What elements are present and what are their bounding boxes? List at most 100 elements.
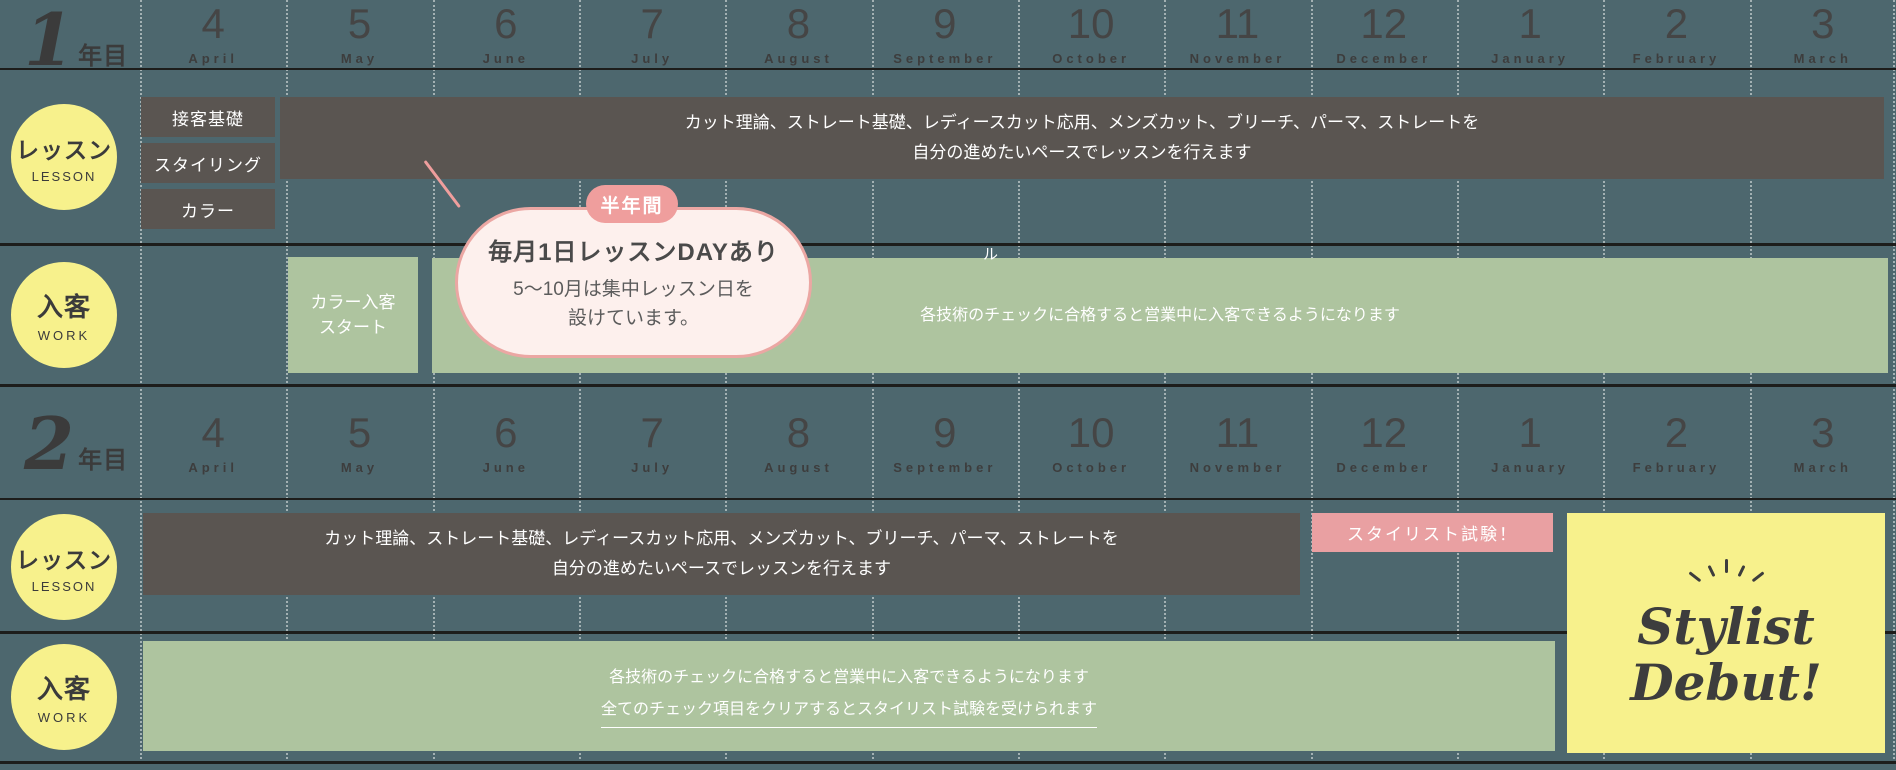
column-grid-line	[1603, 0, 1606, 763]
month-name: February	[1632, 51, 1721, 66]
intro-box-styling: スタイリング	[141, 143, 275, 183]
month-name: January	[1491, 51, 1570, 66]
month-november: 11 November	[1164, 0, 1310, 69]
month-november: 11 November	[1164, 388, 1310, 499]
month-name: March	[1793, 51, 1852, 66]
month-june: 6 June	[433, 0, 579, 69]
month-number: 3	[1811, 409, 1835, 456]
year2-number: 2	[24, 401, 75, 486]
month-october: 10 October	[1018, 388, 1164, 499]
column-grid-line	[1749, 0, 1752, 763]
year2-lesson-circle: レッスン LESSON	[11, 514, 117, 620]
year2-work-bar-line2: 全てのチェック項目をクリアするとスタイリスト試験を受けられます	[600, 696, 1097, 728]
month-number: 3	[1811, 0, 1835, 47]
year1-lesson-bar-line2: 自分の進めたいペースでレッスンを行えます	[912, 143, 1252, 162]
column-grid-line	[1893, 0, 1895, 763]
year2-lesson-bar-line2: 自分の進めたいペースでレッスンを行えます	[551, 559, 892, 578]
month-name: July	[631, 460, 674, 475]
month-number: 12	[1360, 409, 1408, 456]
month-name: May	[340, 51, 379, 66]
month-february: 2 February	[1603, 0, 1749, 69]
intro-box-customer-service: 接客基礎	[141, 97, 275, 137]
month-number: 10	[1067, 409, 1115, 456]
bubble-body-line1: 5〜10月は集中レッスン日を	[513, 278, 754, 300]
lesson-circle-subtitle: LESSON	[31, 168, 97, 184]
month-name: May	[340, 460, 379, 475]
month-name: October	[1052, 460, 1131, 475]
month-may: 5 May	[286, 388, 432, 499]
month-number: 5	[347, 409, 372, 456]
month-number: 6	[494, 0, 518, 47]
month-number: 4	[201, 0, 225, 47]
column-grid-line	[871, 0, 874, 763]
stylist-debut-box: Stylist Debut!	[1567, 513, 1885, 753]
month-july: 7 July	[579, 388, 725, 499]
stylist-exam-box: スタイリスト試験！	[1312, 513, 1553, 552]
column-grid-line	[725, 0, 728, 763]
year2-work-bar: 各技術のチェックに合格すると営業中に入客できるようになります 全てのチェック項目…	[143, 641, 1555, 751]
column-grid-line	[578, 0, 581, 763]
month-name: August	[764, 460, 833, 475]
month-july: 7 July	[579, 0, 725, 69]
month-january: 1 January	[1457, 388, 1603, 499]
month-number: 4	[201, 409, 225, 456]
month-number: 1	[1518, 409, 1542, 456]
bubble-title: 毎月1日レッスンDAYあり	[488, 238, 779, 266]
month-april: 4 April	[140, 0, 286, 69]
month-name: June	[482, 460, 529, 475]
year2-month-header: 4 April 5 May 6 June 7 July 8 August 9 September 10 O…	[140, 388, 1896, 499]
intro-box-color: カラー	[141, 189, 275, 229]
month-number: 8	[786, 0, 811, 47]
month-october: 10 October	[1018, 0, 1164, 69]
year1-suffix: 年目	[78, 42, 129, 70]
separator-line	[0, 498, 1896, 500]
month-name: June	[482, 51, 529, 66]
month-number: 10	[1067, 0, 1115, 47]
month-name: December	[1336, 51, 1432, 66]
half-year-badge: 半年間	[586, 185, 678, 223]
month-number: 11	[1215, 409, 1260, 456]
separator-line	[0, 631, 1896, 634]
year1-lesson-circle: レッスン LESSON	[11, 104, 117, 210]
year1-lesson-bar: カット理論、ストレート基礎、レディースカット応用、メンズカット、ブリーチ、パーマ…	[280, 97, 1884, 179]
month-name: November	[1189, 51, 1286, 66]
month-number: 6	[494, 409, 518, 456]
color-work-start-box: カラー入客 スタート	[288, 257, 418, 373]
month-december: 12 December	[1311, 0, 1457, 69]
separator-line	[0, 384, 1896, 387]
month-name: December	[1336, 460, 1432, 475]
month-name: March	[1793, 460, 1852, 475]
month-name: August	[764, 51, 833, 66]
column-grid-line	[286, 0, 289, 763]
column-grid-line	[432, 0, 435, 763]
month-number: 8	[786, 409, 811, 456]
month-september: 9 September	[872, 0, 1018, 69]
month-number: 5	[347, 0, 372, 47]
month-september: 9 September	[872, 388, 1018, 499]
month-number: 9	[933, 0, 957, 47]
month-number: 1	[1518, 0, 1542, 47]
year1-month-header: 4 April 5 May 6 June 7 July 8 August 9 September 10 O…	[140, 0, 1896, 69]
year1-lesson-bar-line1: カット理論、ストレート基礎、レディースカット応用、メンズカット、ブリーチ、パーマ…	[684, 113, 1480, 133]
month-april: 4 April	[140, 388, 286, 499]
stylist-debut-line1: Stylist	[1637, 597, 1815, 656]
month-january: 1 January	[1457, 0, 1603, 69]
month-number: 2	[1664, 0, 1689, 47]
month-name: April	[188, 460, 238, 475]
month-december: 12 December	[1311, 388, 1457, 499]
month-june: 6 June	[433, 388, 579, 499]
month-name: January	[1491, 460, 1570, 475]
year2-suffix: 年目	[78, 446, 129, 474]
lesson-circle-title: レッスン	[16, 546, 112, 573]
year1-work-circle: 入客 WORK	[11, 262, 117, 368]
work-circle-title: 入客	[36, 674, 91, 704]
stylist-debut-line2: Debut!	[1630, 653, 1822, 712]
lesson-circle-subtitle: LESSON	[31, 578, 97, 594]
month-may: 5 May	[286, 0, 432, 69]
separator-line	[0, 761, 1896, 764]
year1-work-bar-text: 各技術のチェックに合格すると営業中に入客できるようになります	[920, 306, 1400, 324]
month-number: 9	[933, 409, 957, 456]
separator-line	[0, 68, 1896, 70]
year2-lesson-bar: カット理論、ストレート基礎、レディースカット応用、メンズカット、ブリーチ、パーマ…	[143, 513, 1300, 595]
month-name: October	[1052, 51, 1131, 66]
